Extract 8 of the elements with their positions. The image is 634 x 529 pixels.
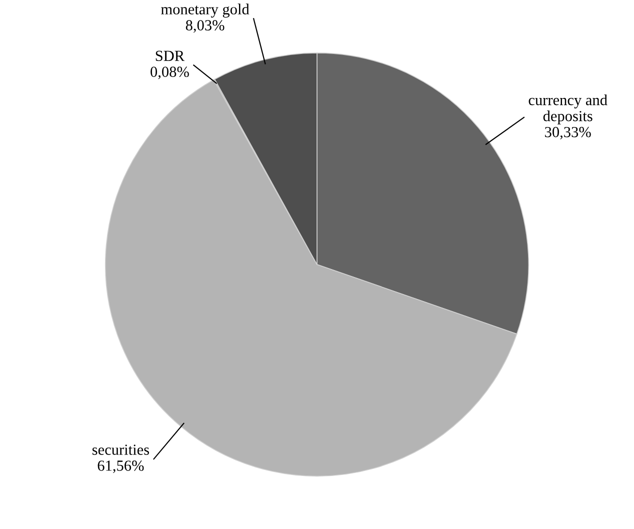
data-label: 8,03% [186,20,224,33]
data-label: 61,56% [98,460,144,474]
slice-label: monetary gold [161,4,250,18]
slice-label: SDR [156,50,185,62]
data-label: 0,08% [150,66,189,80]
data-label: 30,33% [545,126,591,140]
slice-label: currency and deposits [528,94,608,124]
slice-label: securities [92,444,150,455]
